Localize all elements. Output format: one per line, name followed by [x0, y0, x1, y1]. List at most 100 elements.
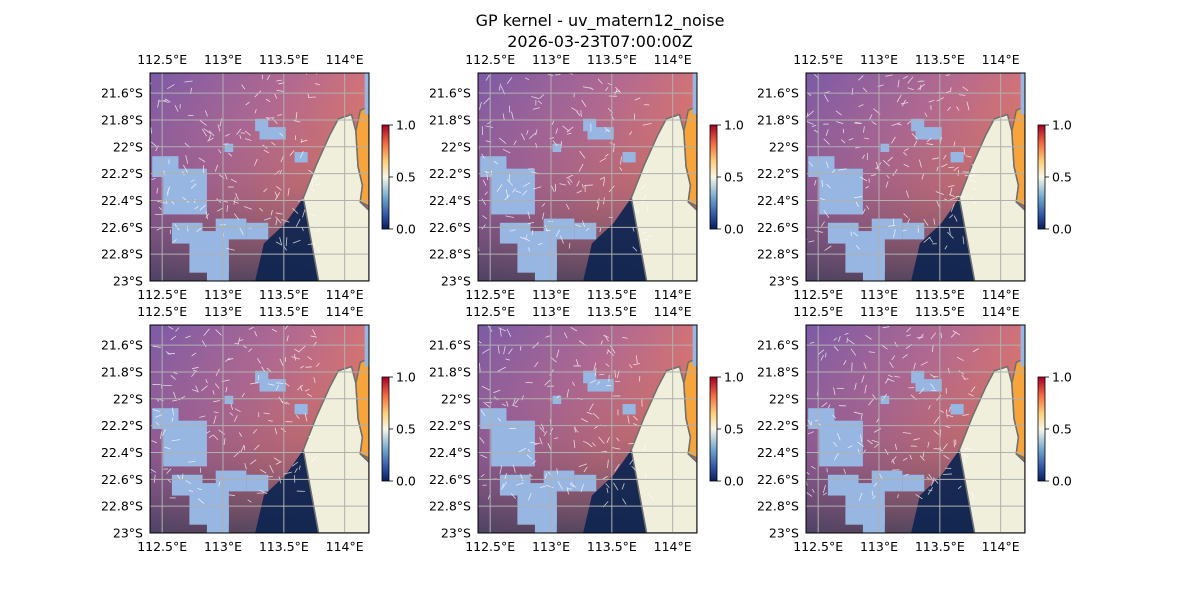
lon-label-bottom: 113°E — [860, 539, 898, 554]
lat-label: 23°S — [441, 274, 471, 289]
colorbar-tick-label: 0.0 — [1052, 474, 1072, 489]
colorbar-tick-label: 0.5 — [396, 170, 416, 185]
masked-cells — [902, 474, 925, 492]
colorbar-tick-label: 1.0 — [1052, 370, 1072, 385]
lat-label: 22°S — [113, 139, 143, 154]
masked-cells — [862, 503, 885, 533]
lat-label: 22.6°S — [757, 472, 799, 487]
lon-label-top: 114°E — [654, 304, 692, 319]
map-area — [478, 325, 697, 533]
lon-label-bottom: 112.5°E — [465, 287, 515, 302]
gridlines — [478, 325, 697, 533]
masked-cells — [574, 474, 597, 492]
lon-label-bottom: 113.5°E — [915, 539, 965, 554]
vector-arrows — [150, 325, 320, 504]
lon-label-bottom: 114°E — [654, 287, 692, 302]
lat-label: 23°S — [113, 526, 143, 541]
lon-label-top: 113°E — [204, 52, 242, 67]
lon-label-bottom: 113°E — [204, 539, 242, 554]
gridlines — [150, 325, 369, 533]
lat-label: 22.4°S — [101, 445, 143, 460]
masked-cells-edge — [692, 73, 697, 115]
gridlines — [806, 73, 1025, 281]
colorbar: 0.0 0.5 1.0 — [381, 118, 416, 237]
lat-label: 21.6°S — [757, 338, 799, 353]
lon-label-bottom: 112.5°E — [137, 287, 187, 302]
lat-label: 23°S — [113, 274, 143, 289]
colorbar-ramp — [1037, 124, 1046, 230]
lat-label: 21.8°S — [757, 112, 799, 127]
colorbar-tick-label: 0.0 — [396, 222, 416, 237]
map-frame — [149, 324, 370, 534]
masked-cells — [534, 503, 557, 533]
lon-label-top: 113.5°E — [915, 304, 965, 319]
lat-label: 22.8°S — [429, 499, 471, 514]
lat-label: 22°S — [769, 391, 799, 406]
lon-label-top: 112.5°E — [137, 304, 187, 319]
lat-label: 22.6°S — [429, 472, 471, 487]
lat-label: 21.8°S — [757, 364, 799, 379]
lat-label: 23°S — [441, 526, 471, 541]
lon-label-bottom: 113°E — [532, 539, 570, 554]
masked-cells-edge — [1020, 325, 1025, 367]
colorbar-tick-label: 0.0 — [724, 474, 744, 489]
colorbar-tick-label: 1.0 — [724, 370, 744, 385]
lat-label: 21.6°S — [757, 86, 799, 101]
lat-label: 22.8°S — [429, 247, 471, 262]
lat-label: 22.2°S — [757, 418, 799, 433]
lon-label-top: 113°E — [860, 304, 898, 319]
masked-cells — [189, 429, 203, 442]
lat-label: 22°S — [441, 391, 471, 406]
lon-label-bottom: 112.5°E — [793, 539, 843, 554]
gulf-water — [683, 357, 697, 459]
masked-cells — [845, 177, 859, 190]
colorbar-tick-label: 1.0 — [396, 370, 416, 385]
masked-cells — [880, 143, 890, 153]
map-frame — [477, 72, 698, 282]
lat-label: 22.6°S — [429, 220, 471, 235]
map-area — [806, 325, 1025, 533]
lon-label-top: 113°E — [532, 304, 570, 319]
map-area — [150, 325, 369, 533]
masked-cells — [622, 152, 636, 163]
lat-label: 21.6°S — [101, 338, 143, 353]
lat-label: 22.4°S — [757, 193, 799, 208]
lat-label: 22.4°S — [101, 193, 143, 208]
lon-label-bottom: 112.5°E — [137, 539, 187, 554]
colorbar: 0.0 0.5 1.0 — [381, 370, 416, 489]
lon-label-bottom: 113.5°E — [587, 539, 637, 554]
masked-cells — [259, 127, 286, 140]
lon-label-bottom: 113.5°E — [915, 287, 965, 302]
lat-label: 22.2°S — [757, 166, 799, 181]
lon-label-bottom: 112.5°E — [465, 539, 515, 554]
colorbar: 0.0 0.5 1.0 — [1037, 370, 1072, 489]
colorbar: 0.0 0.5 1.0 — [1037, 118, 1072, 237]
lat-label: 22.6°S — [101, 472, 143, 487]
masked-cells — [543, 470, 575, 492]
colorbar-ramp — [1037, 376, 1046, 482]
lat-label: 22.2°S — [429, 418, 471, 433]
panel-6: 112.5°E 112.5°E 113°E 113°E 113.5°E 113.5°E 11… — [757, 304, 1072, 554]
masked-cells — [552, 143, 562, 153]
colorbar-ramp — [709, 376, 718, 482]
lat-label: 21.8°S — [101, 112, 143, 127]
vector-arrows — [806, 325, 979, 502]
masked-cells — [224, 143, 234, 153]
masked-cells — [163, 168, 207, 215]
lon-label-bottom: 114°E — [326, 539, 364, 554]
lon-label-top: 113°E — [532, 52, 570, 67]
low-value-region — [255, 439, 321, 533]
colorbar-tick-label: 0.0 — [724, 222, 744, 237]
low-value-region — [583, 187, 649, 281]
masked-cells — [246, 222, 269, 240]
gridlines — [806, 325, 1025, 533]
lat-label: 21.8°S — [429, 112, 471, 127]
lon-label-top: 112.5°E — [465, 52, 515, 67]
lat-label: 22.6°S — [757, 220, 799, 235]
lon-label-bottom: 113.5°E — [259, 539, 309, 554]
lat-label: 22.4°S — [429, 445, 471, 460]
masked-cells — [517, 177, 531, 190]
masked-cells — [880, 395, 890, 405]
masked-cells — [587, 379, 614, 392]
